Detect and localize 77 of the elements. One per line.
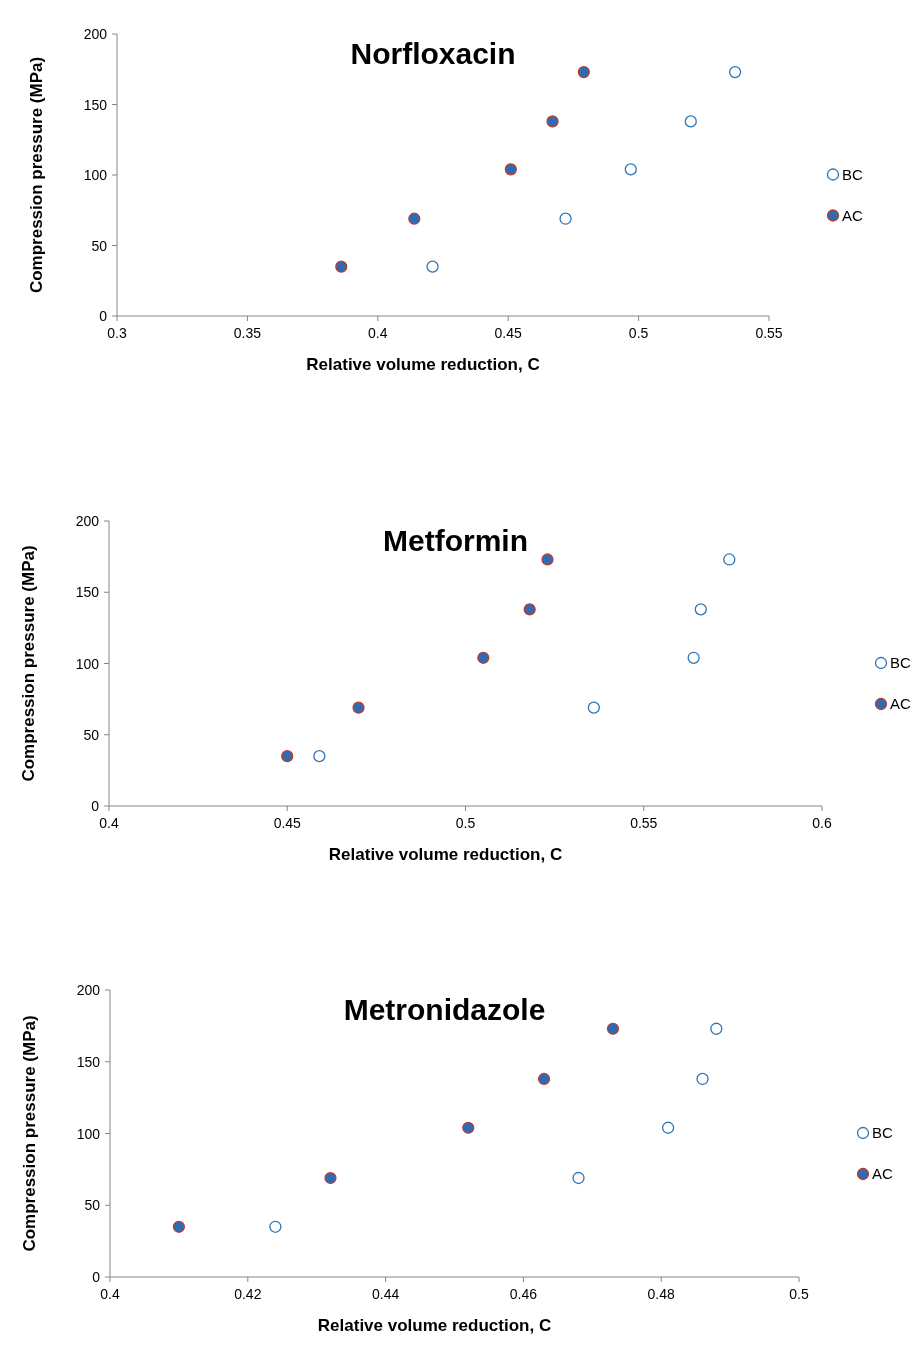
y-tick-label: 150 <box>83 96 108 113</box>
y-tick-label: 50 <box>83 726 100 743</box>
point <box>696 1072 709 1086</box>
point <box>559 212 572 225</box>
x-tick-label: 0.3 <box>107 325 127 341</box>
point <box>541 553 554 566</box>
x-tick-label: 0.55 <box>630 815 658 831</box>
point <box>728 65 742 79</box>
y-axis-title: Compression pressure (MPa) <box>20 1015 39 1252</box>
point <box>426 260 439 273</box>
legend-label: AC <box>890 695 911 712</box>
point <box>624 163 637 176</box>
x-tick-label: 0.4 <box>100 1286 120 1302</box>
point <box>172 1220 185 1233</box>
chart-title: Metronidazole <box>343 993 546 1026</box>
x-tick-label: 0.42 <box>234 1286 262 1302</box>
x-tick-label: 0.5 <box>455 815 476 831</box>
point <box>408 212 421 225</box>
point <box>281 750 294 763</box>
y-axis-title: Compression pressure (MPa) <box>19 545 38 782</box>
point <box>723 553 736 566</box>
point <box>537 1072 551 1086</box>
x-tick-label: 0.48 <box>647 1286 676 1302</box>
y-tick-label: 50 <box>91 237 108 254</box>
y-tick-label: 200 <box>83 26 108 42</box>
point <box>352 701 365 714</box>
legend-label: BC <box>842 165 863 183</box>
y-axis-title: Compression pressure (MPa) <box>27 56 46 294</box>
x-axis-title: Relative volume reduction, C <box>328 845 563 864</box>
point <box>694 603 707 616</box>
chart-title: Norfloxacin <box>350 37 516 70</box>
x-tick-label: 0.44 <box>371 1286 400 1302</box>
y-tick-label: 150 <box>76 1053 101 1070</box>
y-tick-label: 150 <box>75 584 100 601</box>
x-tick-label: 0.6 <box>812 815 832 831</box>
y-tick-label: 50 <box>84 1197 101 1214</box>
point <box>324 1171 337 1185</box>
legend-label: BC <box>890 654 911 671</box>
point <box>577 65 590 79</box>
y-tick-label: 200 <box>76 982 101 998</box>
point <box>462 1121 475 1134</box>
point <box>684 115 697 128</box>
point <box>504 163 517 176</box>
point <box>269 1220 282 1233</box>
point <box>335 260 348 273</box>
y-tick-label: 200 <box>75 513 100 529</box>
y-tick-label: 100 <box>75 655 100 672</box>
x-tick-label: 0.55 <box>755 325 783 341</box>
x-tick-label: 0.45 <box>494 325 523 341</box>
point <box>477 651 490 664</box>
y-tick-label: 100 <box>83 167 108 183</box>
x-tick-label: 0.35 <box>233 325 262 341</box>
point <box>587 701 600 714</box>
point <box>606 1022 620 1035</box>
x-tick-label: 0.46 <box>509 1286 538 1302</box>
point <box>687 651 700 664</box>
point <box>572 1171 585 1185</box>
point <box>313 749 326 763</box>
x-tick-label: 0.4 <box>368 325 388 341</box>
y-tick-label: 0 <box>99 308 108 324</box>
x-axis-title: Relative volume reduction, C <box>317 1316 552 1335</box>
x-axis-title: Relative volume reduction, C <box>306 355 540 374</box>
y-tick-label: 100 <box>76 1125 101 1142</box>
y-tick-label: 0 <box>92 1269 101 1285</box>
x-tick-label: 0.4 <box>99 815 119 831</box>
chart-title: Metformin <box>383 524 528 557</box>
x-tick-label: 0.45 <box>273 815 302 831</box>
legend-label: AC <box>842 206 863 224</box>
point <box>546 115 559 128</box>
point <box>710 1022 723 1035</box>
y-tick-label: 0 <box>91 798 100 814</box>
point <box>661 1121 675 1134</box>
point <box>523 603 536 616</box>
legend-label: AC <box>872 1165 893 1182</box>
x-tick-label: 0.5 <box>789 1286 809 1302</box>
legend-label: BC <box>872 1124 893 1141</box>
x-tick-label: 0.5 <box>628 325 649 341</box>
